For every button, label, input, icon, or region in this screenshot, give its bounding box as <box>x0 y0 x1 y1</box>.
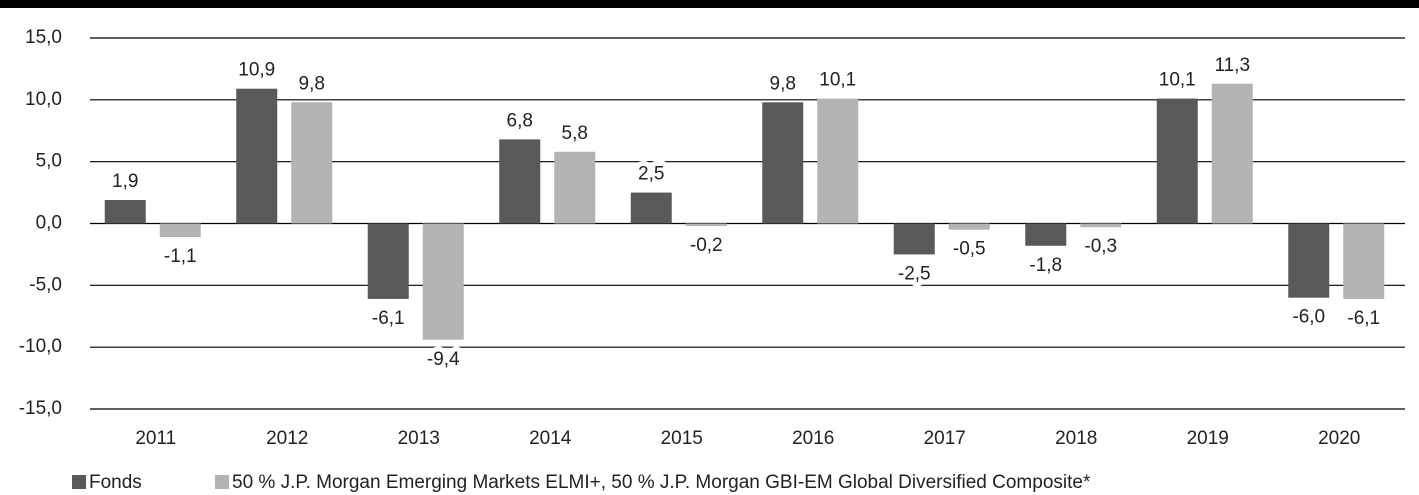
legend-label: 50 % J.P. Morgan Emerging Markets ELMI+,… <box>232 472 1091 493</box>
bar <box>630 192 672 224</box>
x-tick-label: 2012 <box>266 428 308 449</box>
data-label: 9,8 <box>299 73 325 94</box>
data-label: -1,1 <box>164 246 197 267</box>
data-label: 10,1 <box>1159 70 1196 91</box>
bar <box>104 200 146 224</box>
x-tick-label: 2014 <box>529 428 572 449</box>
x-tick-label: 2013 <box>398 428 440 449</box>
data-label: -9,4 <box>427 349 460 370</box>
bar <box>893 223 935 255</box>
bar <box>422 223 464 340</box>
y-tick-label: -10,0 <box>19 336 62 357</box>
x-tick-label: 2015 <box>661 428 703 449</box>
data-label: 2,5 <box>638 164 664 185</box>
legend-swatch <box>215 475 229 489</box>
data-label: -0,2 <box>690 235 723 256</box>
y-tick-label: 10,0 <box>25 89 62 110</box>
bar <box>159 223 201 238</box>
bar <box>367 223 409 299</box>
x-tick-label: 2016 <box>792 428 834 449</box>
x-tick-label: 2011 <box>135 428 176 449</box>
data-label: 11,3 <box>1214 55 1250 76</box>
data-label: 10,1 <box>819 70 856 91</box>
bar <box>1288 223 1330 298</box>
data-label: -2,5 <box>898 263 931 284</box>
data-label: -0,3 <box>1084 236 1117 257</box>
y-tick-label: 5,0 <box>36 151 62 172</box>
x-tick-label: 2017 <box>924 428 966 449</box>
data-label: 10,9 <box>238 60 275 81</box>
data-label: 6,8 <box>507 110 533 131</box>
bar <box>1343 223 1385 299</box>
bar <box>1080 223 1122 228</box>
top-bar <box>0 0 1419 8</box>
legend-label: Fonds <box>89 472 142 493</box>
bar <box>762 102 804 224</box>
bar <box>1025 223 1067 246</box>
data-label: -1,8 <box>1029 255 1062 276</box>
bar <box>1211 83 1253 224</box>
data-label: -6,0 <box>1292 307 1325 328</box>
y-tick-label: 15,0 <box>25 27 62 48</box>
bar <box>291 102 333 224</box>
data-label: 1,9 <box>112 171 138 192</box>
bar <box>554 151 596 224</box>
bar <box>1156 98 1198 224</box>
legend-swatch <box>72 475 86 489</box>
bar <box>685 223 727 226</box>
bar <box>817 98 859 224</box>
y-tick-label: 0,0 <box>36 213 62 234</box>
x-tick-label: 2018 <box>1055 428 1097 449</box>
data-label: -6,1 <box>372 308 405 329</box>
x-tick-label: 2020 <box>1318 428 1360 449</box>
data-label: 9,8 <box>770 73 796 94</box>
bar <box>236 88 278 224</box>
data-label: 5,8 <box>562 123 588 144</box>
data-label: -0,5 <box>953 239 986 260</box>
data-label: -6,1 <box>1347 308 1380 329</box>
bar <box>499 139 541 224</box>
bar <box>948 223 990 230</box>
y-tick-label: -15,0 <box>19 398 62 419</box>
x-tick-label: 2019 <box>1187 428 1229 449</box>
y-tick-label: -5,0 <box>29 274 62 295</box>
